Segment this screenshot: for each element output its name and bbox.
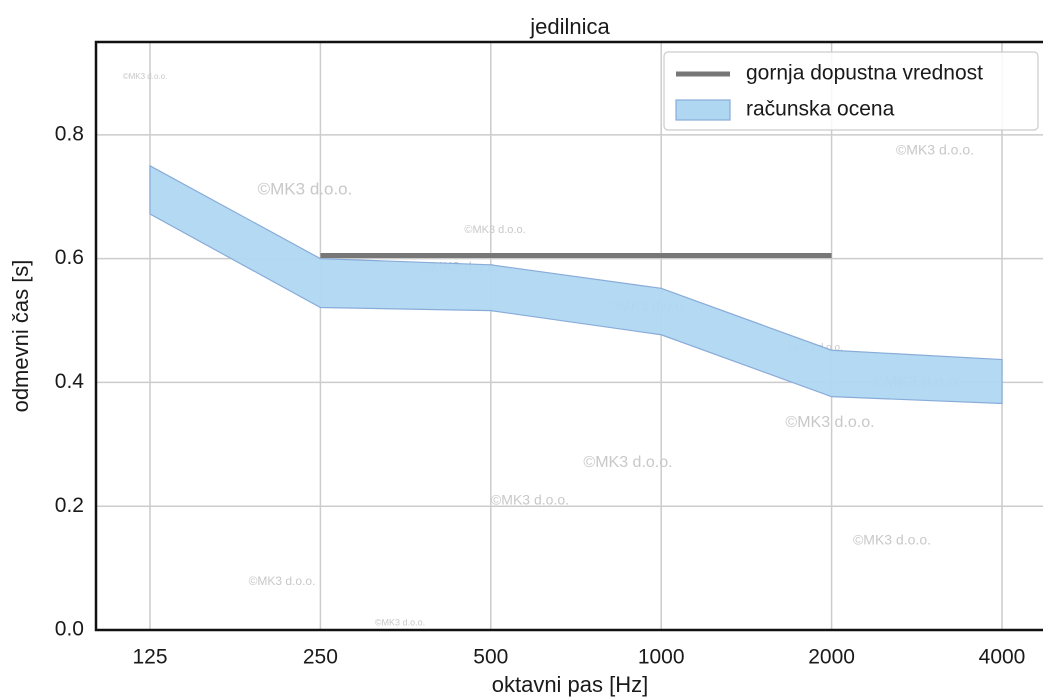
x-tick-label: 2000 — [808, 646, 855, 669]
x-tick-label: 4000 — [979, 646, 1026, 669]
y-axis-label: odmevni čas [s] — [8, 260, 33, 413]
x-tick-label: 1000 — [638, 646, 685, 669]
watermark: ©MK3 d.o.o. — [785, 414, 874, 431]
watermark: ©MK3 d.o.o. — [249, 574, 316, 588]
axis-frame — [94, 40, 1043, 632]
watermark: ©MK3 d.o.o. — [123, 72, 168, 81]
y-tick-label: 0.4 — [55, 370, 85, 393]
legend-swatch — [675, 99, 731, 121]
y-tick-label: 0.8 — [55, 122, 84, 145]
x-axis-label: oktavni pas [Hz] — [492, 672, 649, 697]
chart-title: jedilnica — [529, 14, 610, 39]
legend-label: gornja dopustna vrednost — [746, 62, 983, 85]
x-tick-label: 125 — [132, 646, 167, 669]
watermark: ©MK3 d.o.o. — [375, 617, 425, 627]
watermark: ©MK3 d.o.o. — [491, 492, 569, 508]
band-area — [149, 164, 1003, 405]
legend-label: računska ocena — [746, 98, 895, 121]
watermark: ©MK3 d.o.o. — [464, 224, 525, 236]
legend-box — [663, 51, 1039, 131]
watermark: ©MK3 d.o.o. — [896, 142, 974, 158]
x-tick-label: 250 — [303, 646, 338, 669]
watermark: ©MK3 d.o.o. — [258, 179, 353, 198]
y-tick-label: 0.0 — [55, 618, 84, 641]
y-tick-label: 0.6 — [55, 246, 84, 269]
x-tick-label: 500 — [473, 646, 508, 669]
y-tick-label: 0.2 — [55, 494, 84, 517]
watermark: ©MK3 d.o.o. — [853, 532, 931, 548]
watermark: ©MK3 d.o.o. — [583, 454, 672, 471]
